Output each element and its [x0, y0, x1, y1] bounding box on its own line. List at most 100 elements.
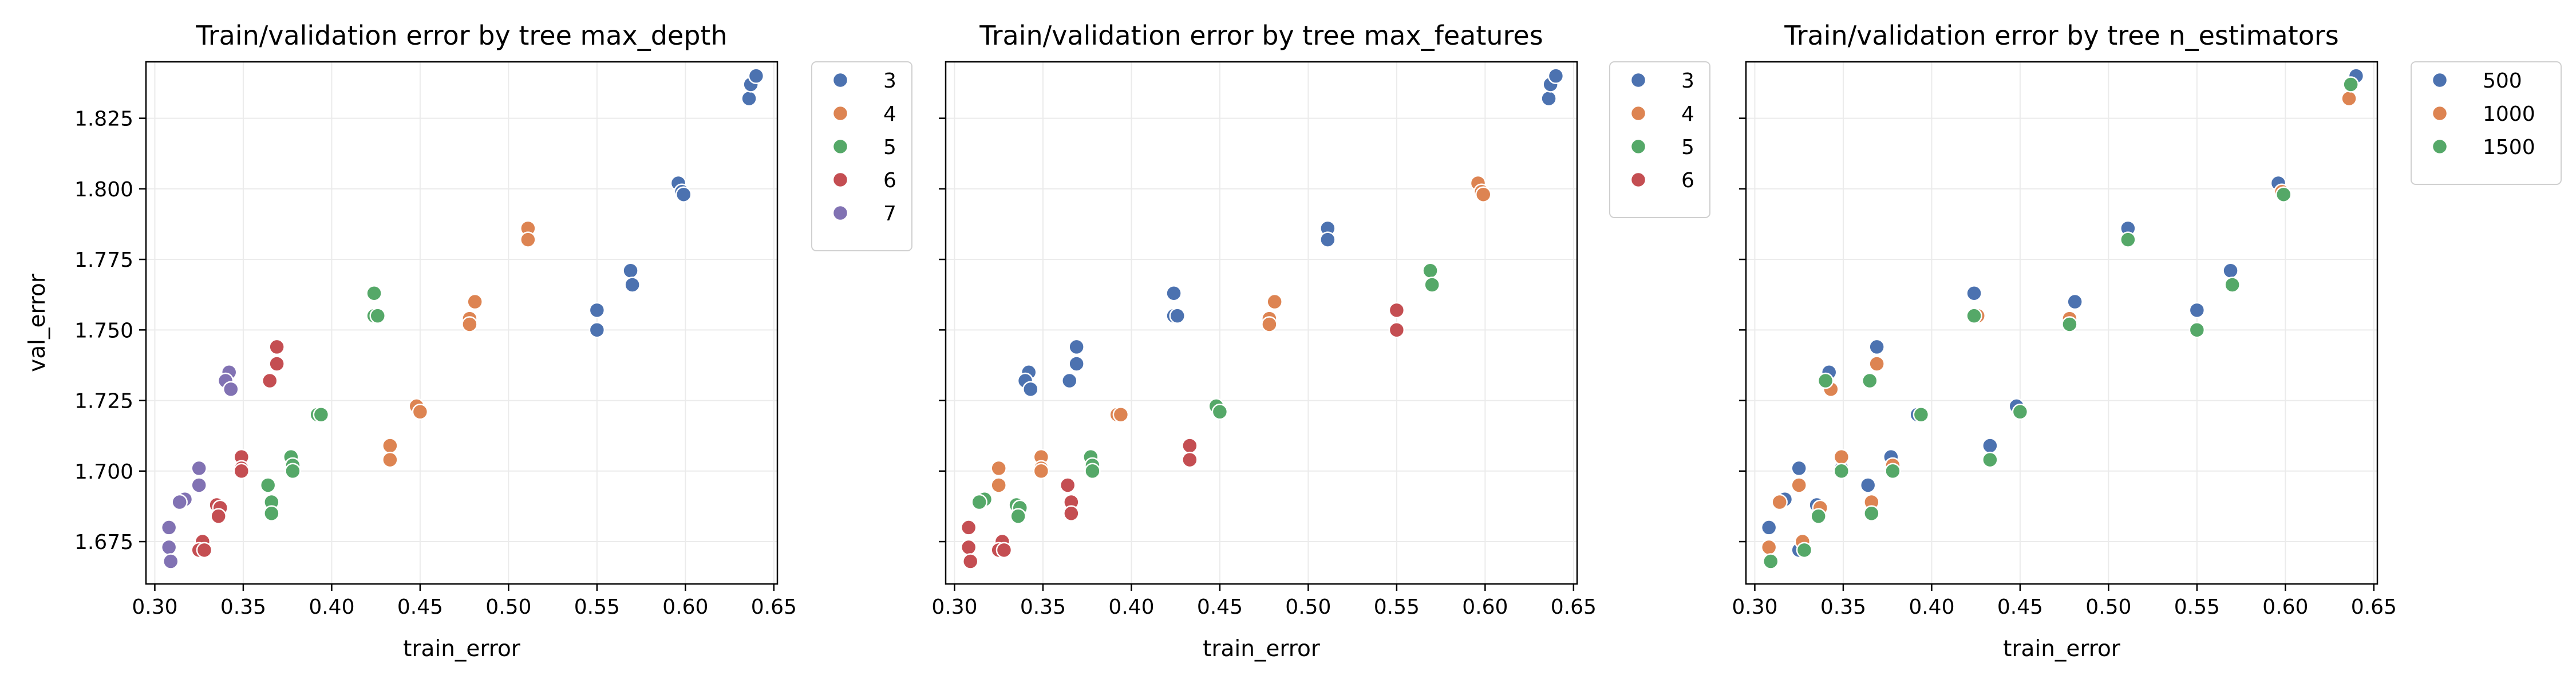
chart-title: Train/validation error by tree n_estimat… [1784, 20, 2338, 51]
legend-label: 6 [1681, 169, 1694, 192]
scatter-point [1913, 406, 1930, 423]
scatter-point [1084, 463, 1101, 480]
scatter-point [624, 277, 641, 293]
scatter-point [2188, 322, 2206, 338]
scatter-point [748, 68, 765, 84]
legend-marker [2431, 72, 2448, 89]
x-tick-label: 0.45 [1197, 595, 1243, 619]
legend-marker [2431, 105, 2448, 122]
scatter-point [1068, 338, 1085, 356]
scatter-point [2120, 231, 2136, 248]
scatter-point [2341, 90, 2357, 107]
scatter-point [1817, 372, 1834, 389]
scatter-point [210, 508, 227, 524]
chart-panel-2: 0.30 0.35 0.40 0.45 0.50 0.55 0.60 0.65 Train/va… [931, 20, 1710, 662]
scatter-point [1475, 186, 1492, 203]
scatter-point [2188, 302, 2206, 319]
scatter-point [1068, 356, 1085, 372]
legend-label: 5 [1681, 136, 1694, 159]
x-axis-label: train_error [1203, 636, 1321, 662]
scatter-point [741, 90, 757, 107]
scatter-point [1868, 338, 1885, 356]
x-tick-label: 0.40 [1909, 595, 1954, 619]
scatter-point [1862, 372, 1878, 389]
scatter-point [1266, 293, 1283, 310]
x-axis-label: train_error [2003, 636, 2121, 662]
legend-label: 7 [883, 202, 896, 226]
scatter-point [191, 477, 207, 493]
y-tick-label: 1.700 [74, 460, 133, 484]
scatter-point [1791, 460, 1807, 477]
scatter-point [467, 293, 483, 310]
y-tick-label: 1.775 [74, 248, 133, 272]
scatter-point [1033, 463, 1050, 480]
y-tick-label: 1.675 [74, 531, 133, 554]
scatter-point [2275, 186, 2292, 203]
y-tick-label: 1.750 [74, 319, 133, 342]
x-tick-label: 0.40 [309, 595, 354, 619]
legend-marker [1630, 138, 1647, 155]
y-tick-label: 1.725 [74, 390, 133, 413]
legend-label: 1000 [2483, 102, 2535, 126]
scatter-point [960, 519, 977, 536]
scatter-point [1982, 437, 1998, 454]
scatter-point [1833, 463, 1850, 480]
x-tick-label: 0.55 [574, 595, 620, 619]
legend: 500 1000 1500 [2411, 61, 2562, 185]
legend-label: 1500 [2483, 136, 2535, 159]
scatter-point [461, 316, 478, 333]
chart-title: Train/validation error by tree max_featu… [979, 20, 1543, 51]
x-tick-label: 0.50 [2085, 595, 2131, 619]
y-axis-label: val_error [25, 273, 50, 372]
scatter-point [1763, 553, 1779, 570]
scatter-point [1966, 307, 1982, 324]
scatter-point [2224, 277, 2241, 293]
x-tick-label: 0.30 [931, 595, 977, 619]
scatter-point [369, 307, 386, 324]
scatter-point [1547, 68, 1564, 84]
scatter-point [1982, 451, 1998, 468]
scatter-point [1182, 451, 1198, 468]
x-tick-label: 0.45 [1997, 595, 2043, 619]
scatter-point [990, 460, 1007, 477]
chart-panel-1: 0.30 0.35 0.40 0.45 0.50 0.55 0.60 0.65 1.675 1.7… [25, 20, 912, 662]
scatter-point [285, 463, 301, 480]
legend: 3 4 5 6 7 [811, 61, 912, 251]
scatter-point [1022, 381, 1039, 398]
scatter-point [971, 493, 987, 511]
scatter-point [259, 477, 276, 493]
scatter-point [1863, 505, 1880, 522]
y-tick-label: 1.825 [74, 108, 133, 131]
x-axis-label: train_error [403, 636, 521, 662]
legend-marker [2431, 138, 2448, 155]
scatter-point [1165, 285, 1182, 302]
legend-marker [832, 171, 849, 188]
x-tick-label: 0.35 [1020, 595, 1066, 619]
scatter-point [1884, 463, 1901, 480]
scatter-point [262, 372, 278, 389]
legend-label: 4 [1681, 102, 1694, 126]
scatter-point [588, 322, 606, 338]
scatter-point [171, 493, 188, 511]
scatter-point [366, 285, 382, 302]
legend-label: 3 [1681, 69, 1694, 93]
legend-marker [832, 105, 849, 122]
legend-label: 5 [883, 136, 896, 159]
scatter-point [1261, 316, 1278, 333]
x-tick-label: 0.60 [662, 595, 708, 619]
scatter-point [2012, 404, 2029, 420]
scatter-point [1211, 404, 1228, 420]
scatter-point [223, 381, 239, 398]
scatter-point [1063, 505, 1080, 522]
scatter-point [962, 553, 979, 570]
legend-box [2411, 61, 2562, 185]
scatter-point [990, 477, 1007, 493]
y-tick-label: 1.800 [74, 178, 133, 202]
scatter-point [233, 463, 250, 480]
scatter-point [1796, 542, 1813, 559]
scatter-point [1112, 406, 1129, 423]
scatter-point [1059, 477, 1076, 493]
scatter-point [1833, 448, 1850, 465]
legend-box [1609, 61, 1710, 218]
